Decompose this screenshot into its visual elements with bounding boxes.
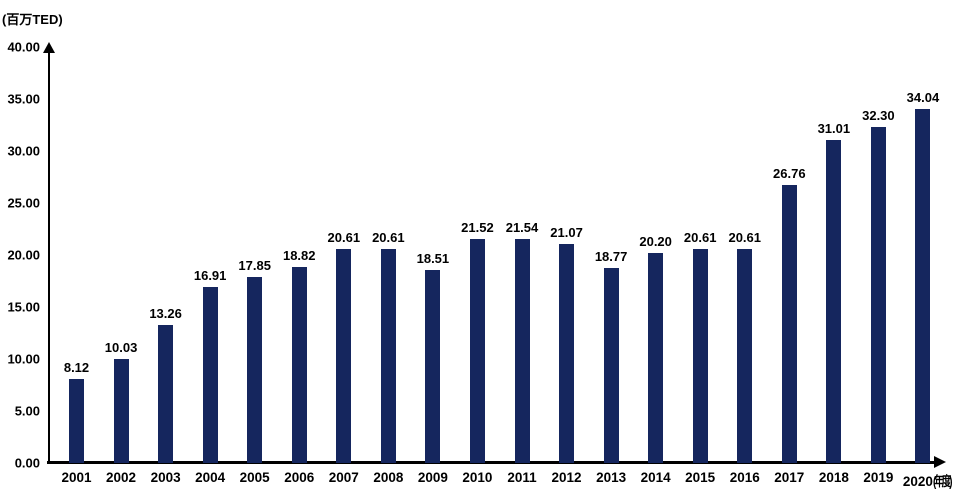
bar [291, 267, 307, 463]
bar-value-label: 13.26 [149, 306, 182, 322]
y-axis-line [48, 52, 50, 463]
bar-value-label: 10.03 [104, 339, 138, 355]
bar [826, 140, 842, 463]
bar [915, 108, 931, 463]
x-tick-label: 2005 [239, 470, 270, 485]
bar-value-label: 18.77 [594, 248, 628, 264]
y-tick-label: 40.00 [7, 39, 40, 55]
x-tick-label: 2016 [729, 470, 760, 485]
bar [603, 267, 619, 463]
x-tick-label: 2013 [596, 470, 627, 485]
bar [380, 248, 396, 463]
bar [781, 184, 797, 463]
y-tick-label: 5.00 [14, 403, 40, 419]
bar-value-label: 20.61 [327, 229, 361, 245]
y-tick-label: 20.00 [7, 247, 40, 263]
x-tick-label: 2006 [284, 470, 315, 485]
x-tick-label: 2015 [685, 470, 716, 485]
bar-value-label: 18.82 [282, 248, 316, 264]
bar-value-label: 17.85 [238, 258, 271, 274]
bar [69, 378, 84, 463]
x-tick-label: 2010 [462, 470, 493, 485]
bar-value-label: 26.76 [773, 165, 806, 181]
bar-value-label: 31.01 [817, 121, 851, 137]
bar-value-label: 8.12 [63, 359, 90, 375]
x-axis-line [47, 461, 935, 464]
x-tick-label: 2004 [195, 470, 226, 485]
y-axis-unit-label: (百万TED) [2, 12, 63, 27]
x-tick-label: 2019 [863, 470, 894, 485]
bar [113, 358, 129, 463]
bar [336, 248, 352, 463]
x-tick-label: 2003 [150, 470, 181, 485]
y-tick-label: 0.00 [14, 455, 40, 471]
bar-value-label: 21.52 [461, 220, 494, 236]
x-tick-label: 2007 [328, 470, 359, 485]
bar-value-label: 20.61 [728, 229, 762, 245]
x-tick-label: 2009 [417, 470, 448, 485]
bar [469, 239, 485, 463]
bar [737, 248, 753, 463]
y-tick-label: 25.00 [7, 195, 40, 211]
y-tick-label: 30.00 [7, 143, 40, 159]
bar-value-label: 34.04 [906, 89, 940, 105]
y-tick-label: 35.00 [7, 91, 40, 107]
x-tick-label: 2012 [551, 470, 582, 485]
bar-value-label: 21.54 [505, 219, 539, 235]
bar [692, 248, 708, 463]
y-axis-arrow-icon [43, 42, 55, 53]
bar [559, 243, 575, 463]
x-axis-unit-suffix: (年度) [932, 474, 952, 489]
bar [247, 277, 263, 463]
x-tick-label: 2011 [507, 470, 537, 485]
bar-value-label: 16.91 [193, 268, 227, 284]
x-tick-label: 2002 [106, 470, 137, 485]
bar-value-label: 20.61 [683, 229, 717, 245]
y-tick-label: 10.00 [7, 351, 40, 367]
x-tick-label: 2020(年度) [878, 470, 968, 490]
x-tick-label: 2001 [61, 470, 92, 485]
bar-value-label: 20.20 [639, 233, 672, 249]
x-tick-label: 2018 [818, 470, 849, 485]
x-tick-label: 2017 [774, 470, 805, 485]
bar [648, 252, 664, 463]
x-tick-label: 2008 [373, 470, 404, 485]
bar-value-label: 18.51 [416, 251, 450, 267]
x-tick-label: 2014 [640, 470, 671, 485]
x-axis-arrow-icon [934, 456, 946, 468]
bar-value-label: 21.07 [550, 224, 583, 240]
bar [158, 325, 174, 463]
bar-value-label: 20.61 [372, 229, 405, 245]
bar [870, 127, 886, 463]
bar [425, 270, 441, 463]
y-tick-label: 15.00 [7, 299, 40, 315]
bar-value-label: 32.30 [862, 108, 895, 124]
bar [202, 287, 218, 463]
bar [514, 238, 530, 463]
